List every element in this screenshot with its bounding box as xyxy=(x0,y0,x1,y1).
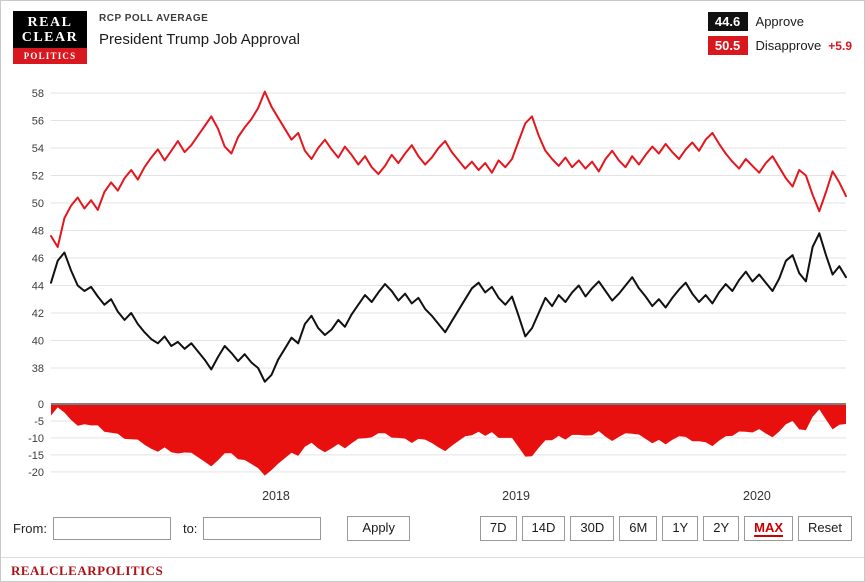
range-button-14d[interactable]: 14D xyxy=(521,516,566,541)
logo-line-real: REAL xyxy=(27,15,73,30)
svg-text:0: 0 xyxy=(38,399,44,411)
footer-brand-link[interactable]: REALCLEARPOLITICS xyxy=(11,563,164,578)
footer: REALCLEARPOLITICS xyxy=(1,557,864,581)
range-button-6m[interactable]: 6M xyxy=(619,516,658,541)
legend: 44.6 Approve 50.5 Disapprove +5.9 xyxy=(707,11,852,60)
title-block: RCP POLL AVERAGE President Trump Job App… xyxy=(99,11,300,48)
range-button-30d[interactable]: 30D xyxy=(570,516,615,541)
spread-value: +5.9 xyxy=(828,38,852,53)
disapprove-value-badge: 50.5 xyxy=(707,36,748,55)
svg-text:40: 40 xyxy=(32,336,44,348)
spread-area xyxy=(51,404,846,476)
svg-text:48: 48 xyxy=(32,226,44,238)
svg-text:-10: -10 xyxy=(28,433,44,445)
range-buttons: 7D 14D 30D 6M 1Y 2Y MAX Reset xyxy=(479,516,852,541)
chart-area: 58 56 54 52 50 48 46 44 42 40 38 0 -5 -10 -15 -20 2018 20… xyxy=(1,64,864,506)
svg-text:38: 38 xyxy=(32,363,44,375)
disapprove-label: Disapprove xyxy=(755,38,822,53)
svg-text:50: 50 xyxy=(32,198,44,210)
logo-line-clear: CLEAR xyxy=(21,30,79,46)
range-button-7d[interactable]: 7D xyxy=(479,516,517,541)
svg-text:-5: -5 xyxy=(34,416,44,428)
kicker-label: RCP POLL AVERAGE xyxy=(99,13,209,24)
main-axis-labels: 58 56 54 52 50 48 46 44 42 40 38 0 -5 -10 -15 -20 xyxy=(28,88,44,479)
svg-text:42: 42 xyxy=(32,308,44,320)
svg-text:2020: 2020 xyxy=(743,489,771,503)
logo-line-politics: POLITICS xyxy=(13,48,87,65)
from-date-input[interactable] xyxy=(52,516,171,540)
legend-row-disapprove: 50.5 Disapprove +5.9 xyxy=(707,36,852,55)
svg-text:54: 54 xyxy=(32,143,44,155)
svg-text:2019: 2019 xyxy=(502,489,530,503)
svg-text:56: 56 xyxy=(32,116,44,128)
disapprove-line xyxy=(50,90,847,249)
from-label: From: xyxy=(13,520,47,536)
x-axis-year-labels: 2018 2019 2020 xyxy=(262,489,771,503)
svg-text:46: 46 xyxy=(32,253,44,265)
page-title: President Trump Job Approval xyxy=(99,31,300,48)
range-button-1y[interactable]: 1Y xyxy=(662,516,699,541)
svg-text:58: 58 xyxy=(32,88,44,100)
approve-label: Approve xyxy=(755,14,804,29)
svg-text:52: 52 xyxy=(32,171,44,183)
approve-line xyxy=(50,232,847,383)
legend-row-approve: 44.6 Approve xyxy=(707,12,852,31)
range-button-2y[interactable]: 2Y xyxy=(703,516,740,541)
controls-bar: From: to: Apply 7D 14D 30D 6M 1Y 2Y MAX … xyxy=(1,506,864,541)
range-button-max[interactable]: MAX xyxy=(744,516,794,541)
to-label: to: xyxy=(182,520,198,536)
svg-text:2018: 2018 xyxy=(262,489,290,503)
to-date-input[interactable] xyxy=(203,516,322,540)
apply-button[interactable]: Apply xyxy=(347,516,410,541)
header: REAL CLEAR POLITICS RCP POLL AVERAGE Pre… xyxy=(1,1,864,65)
approve-value-badge: 44.6 xyxy=(707,12,748,31)
rcp-logo[interactable]: REAL CLEAR POLITICS xyxy=(13,11,87,65)
svg-text:-15: -15 xyxy=(28,450,44,462)
reset-button[interactable]: Reset xyxy=(798,516,852,541)
svg-text:-20: -20 xyxy=(28,467,44,479)
svg-text:44: 44 xyxy=(32,281,44,293)
rcp-logo-text: REAL CLEAR xyxy=(13,11,87,48)
